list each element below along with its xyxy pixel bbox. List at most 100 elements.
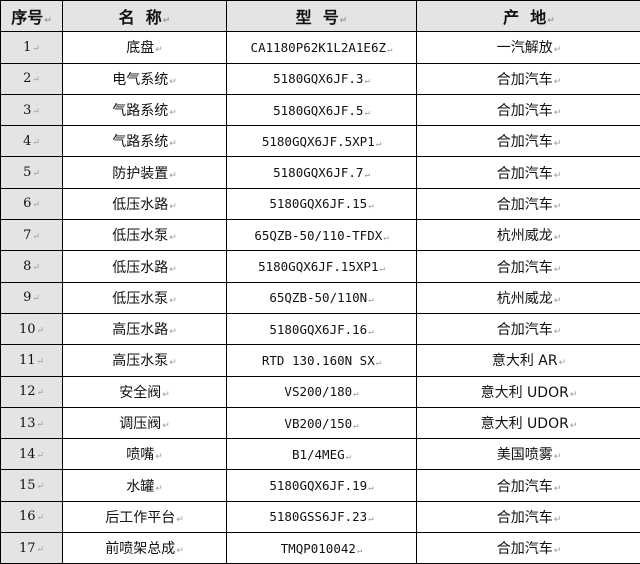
cell-model-text: VB200/150: [284, 416, 352, 431]
cell-model-text: 65QZB-50/110-TFDX: [254, 228, 382, 243]
cell-origin-text: 合加汽车: [497, 197, 553, 213]
paragraph-mark-icon: ↵: [368, 295, 373, 305]
cell-model-text: 5180GQX6JF.7: [273, 165, 363, 180]
cell-origin-text: 意大利 UDOR: [481, 385, 569, 401]
cell-no-text: 4: [23, 134, 31, 149]
cell-origin: 杭州威龙↵: [417, 282, 640, 313]
cell-model-text: 65QZB-50/110N: [269, 290, 367, 305]
paragraph-mark-icon: ↵: [169, 327, 177, 337]
table-row: 15↵水罐↵5180GQX6JF.19↵ 合加汽车 ↵: [1, 470, 640, 501]
cell-model: CA1180P62K1L2A1E6Z↵: [227, 32, 417, 63]
paragraph-mark-icon: ↵: [364, 108, 369, 118]
cell-name: 喷嘴↵: [63, 439, 227, 470]
cell-origin: 合加汽车↵: [417, 94, 640, 125]
cell-model-text: TMQP010042: [281, 541, 356, 556]
cell-name: 高压水路↵: [63, 313, 227, 344]
cell-name: 安全阀↵: [63, 376, 227, 407]
paragraph-mark-icon: ↵: [37, 420, 45, 430]
table-row: 11↵高压水泵↵RTD 130.160N SX↵意大利 AR↵: [1, 345, 640, 376]
paragraph-mark-icon: ↵: [32, 232, 40, 242]
cell-model-text: 5180GQX6JF.5XP1: [262, 134, 375, 149]
header-model: 型 号↵: [227, 1, 417, 32]
table-row: 5↵防护装置↵5180GQX6JF.7↵合加汽车↵: [1, 157, 640, 188]
cell-no-text: 13: [19, 416, 36, 431]
cell-name: 调压阀↵: [63, 407, 227, 438]
cell-no: 13↵: [1, 407, 63, 438]
cell-origin-text: 合加汽车: [497, 322, 553, 338]
cell-name-text: 安全阀: [119, 385, 161, 401]
cell-origin: 合加汽车↵: [417, 63, 640, 94]
paragraph-mark-icon: ↵: [37, 357, 45, 367]
cell-no: 4↵: [1, 126, 63, 157]
paragraph-mark-icon: ↵: [155, 484, 163, 494]
cell-no: 3↵: [1, 94, 63, 125]
header-row: 序号↵ 名 称↵ 型 号↵ 产 地↵: [1, 1, 640, 32]
paragraph-mark-icon: ↵: [155, 45, 163, 55]
table-row: 7↵低压水泵↵65QZB-50/110-TFDX↵杭州威龙↵: [1, 220, 640, 251]
table-row: 9↵低压水泵↵65QZB-50/110N↵杭州威龙↵: [1, 282, 640, 313]
paragraph-mark-icon: ↵: [554, 108, 562, 118]
paragraph-mark-icon: ↵: [368, 327, 373, 337]
table-row: 10↵高压水路↵5180GQX6JF.16↵合加汽车↵: [1, 313, 640, 344]
cell-model: 65QZB-50/110-TFDX↵: [227, 220, 417, 251]
cell-name-text: 前喷架总成: [105, 541, 175, 557]
cell-no-text: 11: [19, 353, 36, 368]
cell-no: 11↵: [1, 345, 63, 376]
paragraph-mark-icon: ↵: [37, 545, 45, 555]
cell-no-text: 17: [19, 541, 36, 556]
cell-model: 5180GQX6JF.3↵: [227, 63, 417, 94]
cell-origin-text: 合加汽车: [497, 134, 553, 150]
cell-name-text: 低压水路: [112, 197, 168, 213]
paragraph-mark-icon: ↵: [37, 388, 45, 398]
cell-no: 10↵: [1, 313, 63, 344]
paragraph-mark-icon: ↵: [554, 296, 562, 306]
cell-no-text: 7: [23, 228, 31, 243]
cell-origin-text: 合加汽车: [497, 479, 553, 495]
cell-model-text: 5180GQX6JF.5: [273, 103, 363, 118]
cell-no-text: 14: [19, 447, 36, 462]
cell-name: 气路系统↵: [63, 126, 227, 157]
paragraph-mark-icon: ↵: [383, 233, 388, 243]
cell-no: 17↵: [1, 533, 63, 564]
cell-model-text: CA1180P62K1L2A1E6Z: [251, 40, 386, 55]
cell-name: 水罐↵: [63, 470, 227, 501]
cell-model: 65QZB-50/110N↵: [227, 282, 417, 313]
paragraph-mark-icon: ↵: [554, 452, 562, 462]
cell-origin-text: 杭州威龙: [497, 228, 553, 244]
cell-model-text: RTD 130.160N SX: [262, 353, 375, 368]
cell-no: 15↵: [1, 470, 63, 501]
table-row: 17↵前喷架总成↵TMQP010042↵合加汽车↵: [1, 533, 640, 564]
cell-no: 2↵: [1, 63, 63, 94]
cell-no-text: 1: [23, 40, 31, 55]
cell-name-text: 喷嘴: [126, 447, 154, 463]
cell-name-text: 电气系统: [112, 72, 168, 88]
cell-no: 9↵: [1, 282, 63, 313]
cell-origin: 合加汽车↵: [417, 313, 640, 344]
cell-no: 6↵: [1, 188, 63, 219]
table-row: 8↵低压水路↵5180GQX6JF.15XP1↵合加汽车↵: [1, 251, 640, 282]
cell-model: 5180GQX6JF.19↵: [227, 470, 417, 501]
cell-origin: 合加汽车↵: [417, 251, 640, 282]
paragraph-mark-icon: ↵: [368, 514, 373, 524]
cell-name-text: 低压水泵: [112, 291, 168, 307]
cell-no-text: 2: [23, 71, 31, 86]
paragraph-mark-icon: ↵: [169, 77, 177, 87]
paragraph-mark-icon: ↵: [353, 421, 358, 431]
cell-name-text: 高压水路: [112, 322, 168, 338]
paragraph-mark-icon: ↵: [380, 264, 385, 274]
cell-name: 低压水路↵: [63, 251, 227, 282]
paragraph-mark-icon: ↵: [554, 77, 562, 87]
paragraph-mark-icon: ↵: [37, 482, 45, 492]
paragraph-mark-icon: ↵: [340, 16, 348, 26]
header-no: 序号↵: [1, 1, 63, 32]
table-row: 2↵电气系统↵5180GQX6JF.3↵合加汽车↵: [1, 63, 640, 94]
paragraph-mark-icon: ↵: [169, 108, 177, 118]
cell-model: 5180GQX6JF.5XP1↵: [227, 126, 417, 157]
cell-name-text: 后工作平台: [105, 510, 175, 526]
paragraph-mark-icon: ↵: [554, 515, 562, 525]
header-origin: 产 地↵: [417, 1, 640, 32]
cell-model: RTD 130.160N SX↵: [227, 345, 417, 376]
paragraph-mark-icon: ↵: [169, 139, 177, 149]
paragraph-mark-icon: ↵: [387, 45, 392, 55]
paragraph-mark-icon: ↵: [162, 421, 170, 431]
